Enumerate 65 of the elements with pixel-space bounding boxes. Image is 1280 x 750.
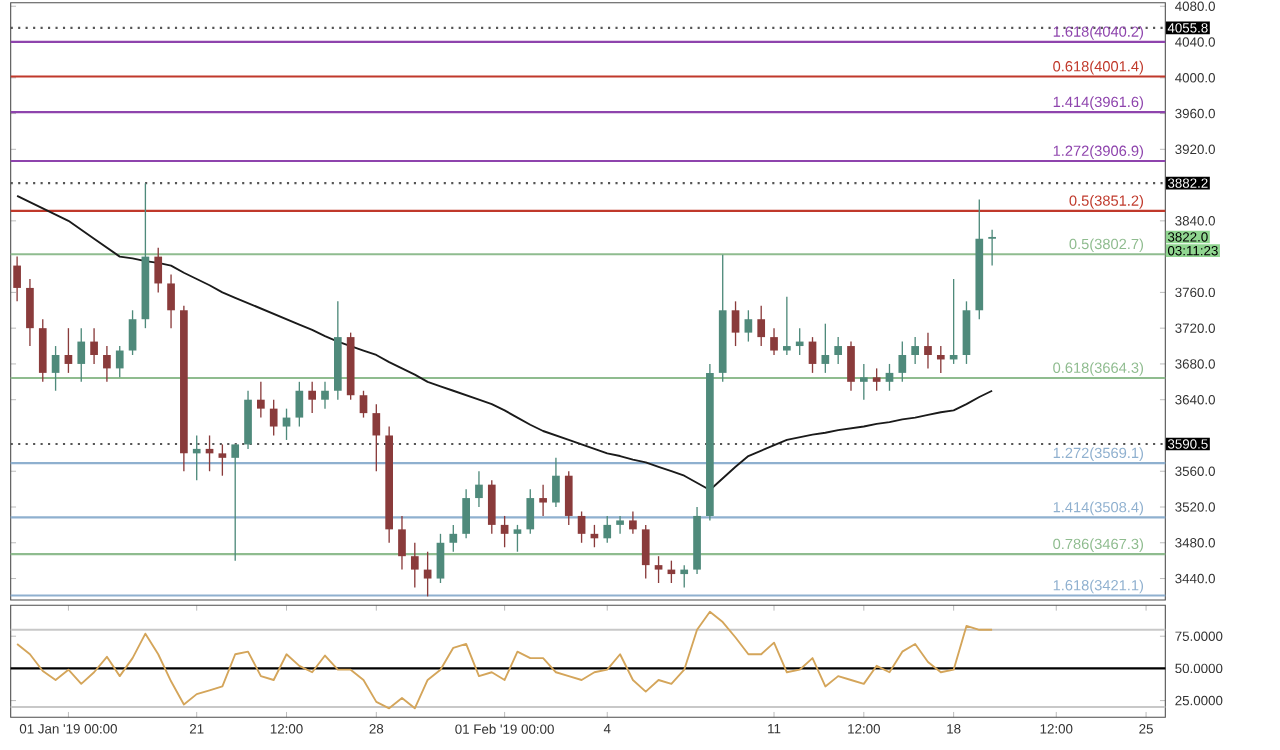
- line-series: [16, 610, 994, 710]
- candlestick: [936, 345, 945, 374]
- candlestick: [257, 381, 265, 419]
- candlestick: [487, 479, 496, 535]
- candlestick: [103, 345, 111, 383]
- candlestick: [372, 403, 381, 472]
- candlestick: [218, 443, 227, 477]
- candlestick: [231, 443, 240, 562]
- candlestick: [731, 300, 740, 347]
- candlestick: [577, 510, 586, 544]
- candlestick: [308, 381, 317, 414]
- candlestick: [167, 273, 175, 329]
- candlestick: [526, 488, 535, 535]
- candlestick: [680, 564, 689, 589]
- candlestick: [911, 336, 919, 365]
- candlestick: [13, 255, 21, 303]
- candlestick: [38, 318, 47, 383]
- candlestick: [321, 381, 329, 410]
- candlestick: [51, 345, 60, 392]
- candlestick: [654, 555, 663, 584]
- candlestick: [564, 470, 573, 526]
- candlestick: [269, 399, 278, 437]
- candlestick: [128, 309, 137, 356]
- candlestick: [757, 305, 766, 347]
- candlestick: [90, 327, 98, 365]
- candlestick: [26, 278, 34, 347]
- candlestick: [770, 327, 778, 356]
- candlestick: [115, 345, 124, 379]
- candlestick: [423, 551, 432, 598]
- candlestick: [898, 340, 907, 383]
- candlestick: [988, 229, 996, 267]
- candlestick: [616, 515, 624, 535]
- candlestick: [154, 247, 163, 294]
- candlestick: [603, 515, 612, 544]
- candlestick: [410, 542, 419, 589]
- candlestick: [744, 309, 753, 343]
- candlestick: [872, 367, 881, 392]
- candlestick: [475, 470, 483, 508]
- candlestick: [834, 336, 843, 365]
- candlestick: [513, 524, 522, 553]
- candlestick: [295, 381, 304, 428]
- candlestick: [500, 515, 509, 548]
- candlestick: [64, 327, 73, 374]
- candlestick: [783, 296, 791, 356]
- candlestick: [641, 524, 650, 580]
- candlestick: [359, 390, 368, 419]
- candlestick: [436, 533, 445, 584]
- candlestick: [924, 331, 932, 370]
- candlestick: [962, 300, 971, 365]
- candlestick: [885, 363, 894, 392]
- candlestick: [821, 323, 830, 374]
- candlestick: [398, 515, 406, 571]
- candlestick: [629, 510, 637, 535]
- candlestick: [859, 363, 868, 401]
- candlestick: [192, 434, 201, 481]
- candlestick: [282, 407, 291, 441]
- candlestick: [449, 524, 458, 553]
- candlestick: [77, 327, 86, 383]
- candlestick: [795, 327, 804, 356]
- candlestick: [539, 483, 547, 517]
- candlestick: [808, 336, 817, 374]
- candlestick: [847, 340, 855, 392]
- candlestick: [552, 457, 560, 508]
- candlestick: [244, 390, 252, 450]
- candlestick: [462, 488, 470, 539]
